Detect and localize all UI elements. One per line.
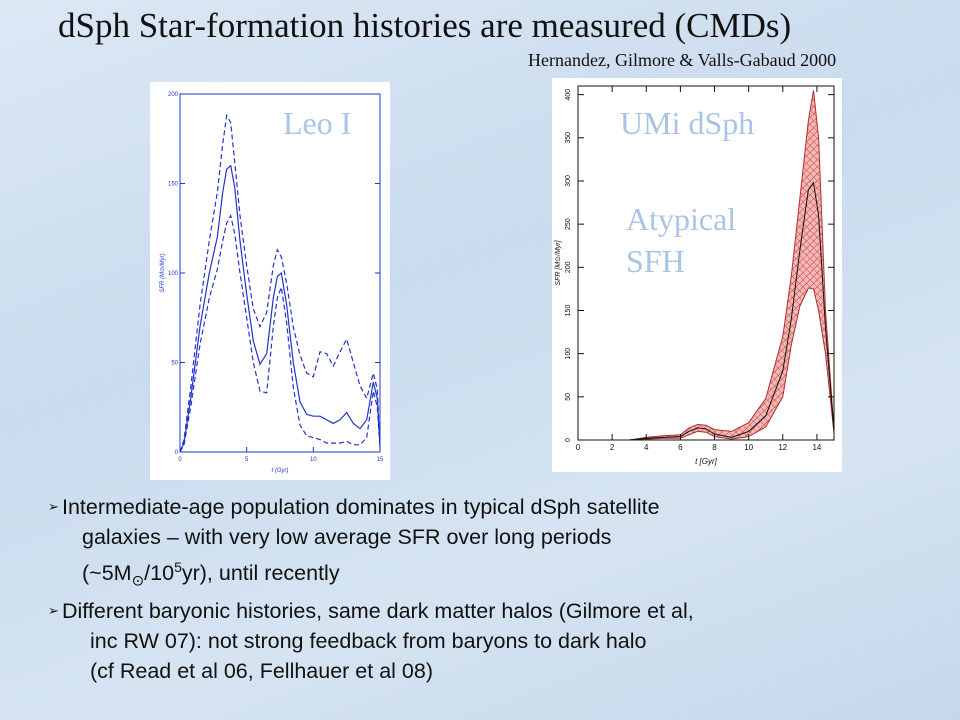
umi-x-tick-label: 6 xyxy=(678,443,683,452)
bullet-1-line-2: galaxies – with very low average SFR ove… xyxy=(82,525,612,549)
leo-y-tick-label: 0 xyxy=(175,450,179,456)
atypical-sfh-label: Atypical SFH xyxy=(626,198,736,282)
leo-y-tick-label: 150 xyxy=(168,182,179,188)
umi-upper-bound-line xyxy=(578,90,835,441)
leo-x-tick-label: 10 xyxy=(310,457,317,463)
sfr-text-a: (~5M xyxy=(82,561,132,586)
leo-label: Leo I xyxy=(283,105,352,141)
atypical-label-line2: SFH xyxy=(626,243,685,279)
umi-x-tick-label: 8 xyxy=(712,443,717,452)
umi-label: UMi dSph xyxy=(620,105,755,141)
umi-chart-panel: 0 50 100 150 200 250 300 350 400 0 2 4 6 8 10 12 14 t [Gy… xyxy=(552,78,842,472)
umi-plot-frame xyxy=(577,85,835,441)
bullet-2-line-1: Different baryonic histories, same dark … xyxy=(62,599,694,624)
leo-y-tick-label: 50 xyxy=(171,361,178,367)
sfr-text-c: yr), until recently xyxy=(181,561,340,586)
umi-lower-bound-line xyxy=(578,287,835,441)
umi-y-tick-label: 0 xyxy=(565,438,572,442)
sun-symbol: ⊙ xyxy=(131,572,145,590)
umi-y-tick-label: 150 xyxy=(565,305,572,317)
umi-x-tick-label: 10 xyxy=(744,443,753,452)
bullet-2-line-2: inc RW 07): not strong feedback from bar… xyxy=(90,629,647,654)
umi-y-tick-label: 250 xyxy=(565,218,572,230)
umi-y-tick-label: 50 xyxy=(565,393,572,401)
leo-sfh-chart: 0 50 100 150 200 0 5 10 15 t (Gyr) SFR (M⊙/Myr) xyxy=(160,92,384,474)
umi-y-tick-label: 200 xyxy=(565,261,572,273)
bullet-list: ➢ Intermediate-age population dominates … xyxy=(48,492,948,686)
umi-x-tick-label: 0 xyxy=(576,443,581,452)
leo-y-tick-label: 100 xyxy=(168,271,179,277)
leo-y-tick-label: 200 xyxy=(168,92,179,98)
umi-x-axis-label: t [Gyr] xyxy=(695,457,718,466)
umi-y-axis-label: SFR [M⊙/Myr] xyxy=(555,239,562,285)
umi-x-tick-label: 12 xyxy=(778,443,787,452)
bullet-1-line-3: (~5M⊙/105yr), until recently xyxy=(62,552,948,596)
bullet-1-line-1: Intermediate-age population dominates in… xyxy=(62,495,660,519)
leo-y-axis-label: SFR (M⊙/Myr) xyxy=(160,253,166,292)
exponent: 5 xyxy=(174,559,182,575)
atypical-label-line1: Atypical xyxy=(626,201,737,237)
umi-sfh-chart: 0 50 100 150 200 250 300 350 400 0 2 4 6 8 10 12 14 t [Gy… xyxy=(555,85,835,466)
umi-confidence-band xyxy=(578,90,834,441)
leo-series-line-2 xyxy=(179,113,381,453)
leo-x-axis-label: t (Gyr) xyxy=(272,468,289,474)
bullet-2-line-3: (cf Read et al 06, Fellhauer et al 08) xyxy=(90,659,433,684)
arrow-bullet-icon: ➢ xyxy=(48,603,59,619)
leo-chart-panel: 0 50 100 150 200 0 5 10 15 t (Gyr) SFR (M⊙/Myr) xyxy=(150,82,390,480)
umi-median-line xyxy=(578,181,835,441)
arrow-bullet-icon: ➢ xyxy=(48,499,59,514)
leo-series-line-3 xyxy=(179,214,381,453)
umi-x-tick-label: 14 xyxy=(812,443,821,452)
leo-x-tick-label: 0 xyxy=(178,457,182,463)
umi-x-tick-label: 2 xyxy=(610,443,615,452)
sfr-text-b: /10 xyxy=(144,561,175,586)
bullet-item-1: ➢ Intermediate-age population dominates … xyxy=(48,492,948,596)
umi-y-tick-label: 350 xyxy=(565,132,572,144)
umi-x-tick-label: 4 xyxy=(644,443,649,452)
slide-title: dSph Star-formation histories are measur… xyxy=(58,6,792,45)
leo-x-tick-label: 5 xyxy=(245,457,249,463)
citation: Hernandez, Gilmore & Valls-Gabaud 2000 xyxy=(528,50,837,70)
leo-series-line-1 xyxy=(179,164,381,453)
umi-y-tick-label: 400 xyxy=(565,89,572,101)
umi-y-tick-label: 100 xyxy=(565,348,572,360)
bullet-item-2: ➢ Different baryonic histories, same dar… xyxy=(48,596,948,686)
leo-x-tick-label: 15 xyxy=(377,457,384,463)
umi-y-tick-label: 300 xyxy=(565,175,572,187)
leo-plot-frame xyxy=(179,93,381,453)
